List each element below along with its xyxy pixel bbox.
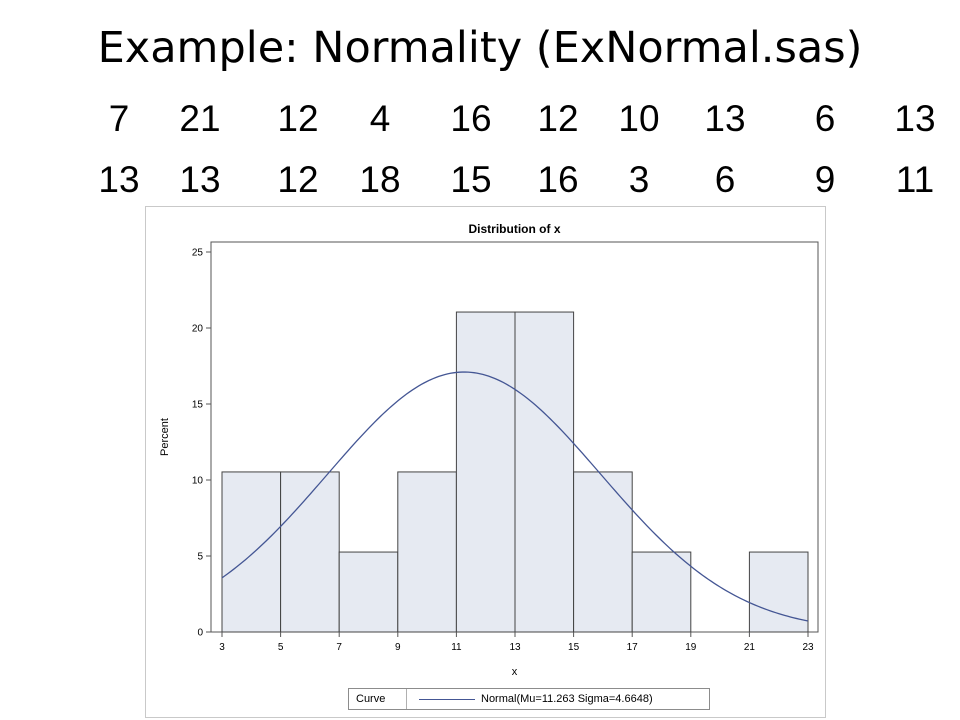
x-axis-label: x <box>512 666 518 678</box>
data-value: 13 <box>704 98 746 139</box>
histogram-bar <box>631 551 692 633</box>
data-value: 21 <box>179 98 221 139</box>
data-value: 6 <box>714 159 736 200</box>
y-tick-label: 5 <box>197 552 203 563</box>
data-values-row-2: 13 13 12 18 15 16 3 6 9 11 <box>0 157 960 203</box>
chart-title: Distribution of x <box>469 222 561 236</box>
data-value: 4 <box>369 98 391 139</box>
data-value: 13 <box>98 159 140 200</box>
histogram-bar <box>455 311 516 633</box>
data-value: 13 <box>894 98 936 139</box>
y-axis-label: Percent <box>159 418 171 456</box>
legend-header: Curve <box>349 689 407 709</box>
data-value: 11 <box>895 159 935 200</box>
data-value: 12 <box>537 98 579 139</box>
data-value: 16 <box>450 98 492 139</box>
data-value: 3 <box>628 159 650 200</box>
x-tick-label: 15 <box>568 642 580 653</box>
data-value: 13 <box>179 159 221 200</box>
data-value: 9 <box>814 159 836 200</box>
histogram-bar <box>280 471 340 633</box>
normal-curve <box>221 371 809 622</box>
y-tick-label: 10 <box>192 476 204 487</box>
y-tick-label: 25 <box>192 248 204 259</box>
data-value: 6 <box>814 98 836 139</box>
legend-swatch-normal-curve <box>419 699 475 700</box>
x-tick-label: 5 <box>278 642 284 653</box>
data-values-row-1: 7 21 12 4 16 12 10 13 6 13 <box>0 96 960 142</box>
slide-title: Example: Normality (ExNormal.sas) <box>97 23 863 73</box>
y-tick-label: 20 <box>192 324 204 335</box>
histogram-bar <box>514 311 575 633</box>
data-value: 16 <box>537 159 579 200</box>
data-value: 12 <box>277 98 319 139</box>
y-tick-label: 0 <box>197 628 203 639</box>
histogram-bar <box>573 471 633 633</box>
x-tick-label: 11 <box>451 642 462 653</box>
x-tick-label: 3 <box>219 642 225 653</box>
data-value: 10 <box>618 98 660 139</box>
x-tick-label: 13 <box>509 642 521 653</box>
data-value: 7 <box>108 98 130 139</box>
histogram-bar <box>221 471 282 633</box>
data-value: 18 <box>359 159 401 200</box>
x-tick-label: 21 <box>744 642 756 653</box>
histogram-chart: Distribution of x 0 5 10 15 20 25 3 5 7 9 11 13 15 17 1… <box>145 206 826 718</box>
histogram-bar <box>338 551 399 633</box>
histogram-svg: Distribution of x 0 5 10 15 20 25 3 5 7 9 11 13 15 17 1… <box>159 222 819 678</box>
histogram-bar <box>397 471 457 633</box>
x-tick-label: 23 <box>802 642 814 653</box>
x-tick-label: 19 <box>685 642 697 653</box>
chart-legend: Curve Normal(Mu=11.263 Sigma=4.6648) <box>348 688 710 710</box>
x-tick-label: 7 <box>336 642 342 653</box>
x-tick-label: 17 <box>627 642 639 653</box>
data-value: 12 <box>277 159 319 200</box>
y-tick-label: 15 <box>192 400 204 411</box>
x-tick-label: 9 <box>395 642 401 653</box>
data-value: 15 <box>450 159 492 200</box>
legend-label-normal-curve: Normal(Mu=11.263 Sigma=4.6648) <box>481 693 653 705</box>
histogram-bar <box>748 551 809 633</box>
